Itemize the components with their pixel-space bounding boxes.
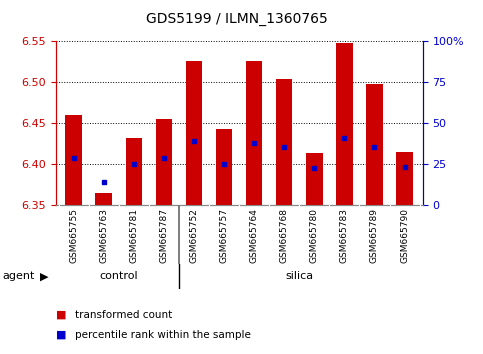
Text: GSM665752: GSM665752 xyxy=(189,208,199,263)
Text: ■: ■ xyxy=(56,330,66,339)
Bar xyxy=(65,115,82,205)
Bar xyxy=(276,79,293,205)
Text: agent: agent xyxy=(2,272,35,281)
Text: GSM665780: GSM665780 xyxy=(310,208,319,263)
Text: GSM665783: GSM665783 xyxy=(340,208,349,263)
Bar xyxy=(96,193,112,205)
Bar xyxy=(156,119,172,205)
Bar xyxy=(336,43,353,205)
Text: GSM665781: GSM665781 xyxy=(129,208,138,263)
Text: GSM665787: GSM665787 xyxy=(159,208,169,263)
Text: ▶: ▶ xyxy=(40,272,49,281)
Bar xyxy=(396,152,413,205)
Bar xyxy=(126,138,142,205)
Text: transformed count: transformed count xyxy=(75,310,172,320)
Text: GSM665789: GSM665789 xyxy=(370,208,379,263)
Text: GSM665757: GSM665757 xyxy=(220,208,228,263)
Bar xyxy=(366,84,383,205)
Text: GSM665790: GSM665790 xyxy=(400,208,409,263)
Text: GSM665764: GSM665764 xyxy=(250,208,258,263)
Text: GDS5199 / ILMN_1360765: GDS5199 / ILMN_1360765 xyxy=(146,12,327,27)
Bar xyxy=(306,154,323,205)
Text: silica: silica xyxy=(285,272,313,281)
Text: control: control xyxy=(99,272,138,281)
Bar xyxy=(216,129,232,205)
Bar xyxy=(246,61,262,205)
Text: GSM665755: GSM665755 xyxy=(69,208,78,263)
Text: percentile rank within the sample: percentile rank within the sample xyxy=(75,330,251,339)
Text: ■: ■ xyxy=(56,310,66,320)
Text: GSM665768: GSM665768 xyxy=(280,208,289,263)
Bar xyxy=(185,61,202,205)
Text: GSM665763: GSM665763 xyxy=(99,208,108,263)
